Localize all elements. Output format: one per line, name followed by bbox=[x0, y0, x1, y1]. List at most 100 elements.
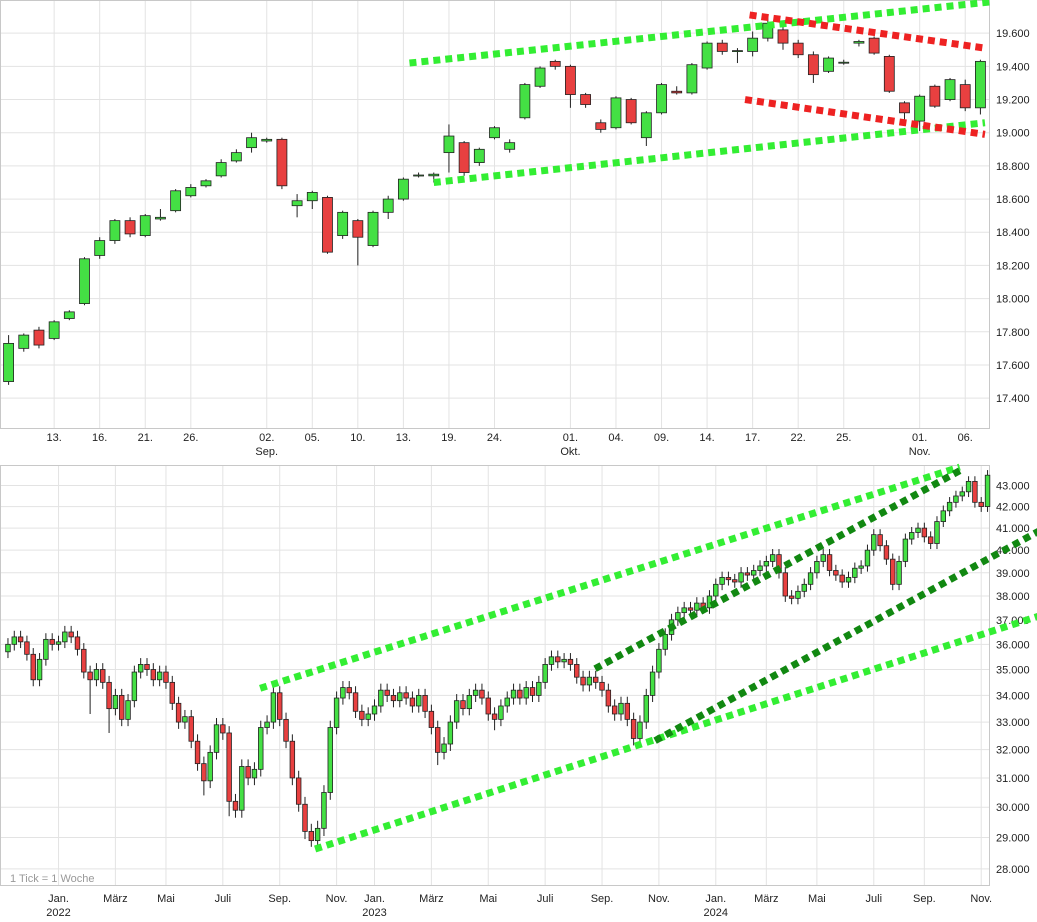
candle-body bbox=[498, 705, 504, 720]
candle-body bbox=[716, 42, 728, 52]
x-tick-label: 05. bbox=[305, 432, 320, 444]
candle-body bbox=[17, 636, 24, 643]
candle-body bbox=[738, 572, 744, 583]
x-tick-label: 22. bbox=[791, 432, 806, 444]
candle-body bbox=[93, 669, 100, 681]
y-tick-label: 35.000 bbox=[996, 664, 1030, 676]
y-tick-label: 32.000 bbox=[996, 745, 1030, 757]
candle-body bbox=[536, 681, 542, 696]
candle-body bbox=[823, 57, 834, 72]
candle-body bbox=[49, 638, 55, 645]
x-tick-label: Nov. bbox=[970, 893, 992, 905]
candle-body bbox=[890, 558, 896, 585]
candle-body bbox=[744, 572, 751, 576]
y-tick-label: 17.400 bbox=[996, 393, 1030, 405]
candle-body bbox=[580, 676, 586, 686]
candle-body bbox=[675, 612, 681, 621]
candle-body bbox=[230, 152, 242, 162]
candle-body bbox=[3, 342, 14, 382]
candle-body bbox=[580, 94, 592, 105]
candle-body bbox=[170, 190, 182, 212]
candle-body bbox=[610, 97, 622, 129]
candle-body bbox=[504, 697, 510, 707]
candle-body bbox=[112, 694, 119, 710]
candle-body bbox=[845, 576, 852, 583]
x-tick-label: Mai bbox=[157, 893, 175, 905]
candle-body bbox=[81, 648, 87, 673]
candle-body bbox=[201, 763, 207, 782]
candle-body bbox=[125, 700, 131, 720]
candle-body bbox=[489, 127, 500, 139]
candle-body bbox=[630, 718, 637, 739]
candle-body bbox=[624, 702, 631, 720]
candle-body bbox=[106, 681, 112, 710]
candle-body bbox=[441, 743, 447, 753]
candle-body bbox=[984, 474, 991, 507]
candle-body bbox=[792, 42, 804, 56]
candle-body bbox=[458, 142, 470, 173]
candle-body bbox=[555, 656, 561, 663]
candle-body bbox=[701, 42, 713, 69]
candle-body bbox=[605, 689, 612, 707]
x-tick-label: 16. bbox=[92, 432, 107, 444]
candle-body bbox=[899, 102, 910, 114]
candle-body bbox=[637, 721, 643, 739]
y-tick-label: 18.800 bbox=[996, 161, 1030, 173]
footnote: 1 Tick = 1 Woche bbox=[10, 873, 94, 885]
candle-body bbox=[258, 727, 264, 770]
candle-body bbox=[163, 671, 169, 683]
candle-body bbox=[574, 664, 580, 678]
candle-body bbox=[382, 198, 394, 213]
trend-line bbox=[593, 467, 962, 672]
candle-body bbox=[959, 491, 965, 497]
candle-body bbox=[239, 766, 245, 811]
x-tick-label: 19. bbox=[441, 432, 456, 444]
candle-body bbox=[131, 671, 138, 702]
candle-body bbox=[18, 334, 30, 349]
candle-body bbox=[409, 697, 416, 707]
x-tick-label: 17. bbox=[745, 432, 760, 444]
candle-body bbox=[485, 697, 491, 715]
candle-body bbox=[491, 713, 498, 720]
candle-body bbox=[55, 641, 62, 645]
candle-body bbox=[144, 664, 150, 670]
x-tick-label: Jan. 2023 bbox=[362, 893, 386, 919]
y-tick-label: 43.000 bbox=[996, 481, 1030, 493]
y-tick-label: 38.000 bbox=[996, 591, 1030, 603]
candle-body bbox=[156, 671, 163, 681]
candle-body bbox=[155, 216, 166, 220]
candle-body bbox=[182, 716, 188, 723]
candle-body bbox=[327, 727, 333, 793]
candle-body bbox=[777, 29, 789, 44]
candle-body bbox=[24, 641, 30, 655]
candle-body bbox=[246, 137, 257, 149]
candle-body bbox=[959, 84, 971, 109]
candle-body bbox=[732, 579, 738, 583]
y-tick-label: 18.200 bbox=[996, 260, 1030, 272]
x-tick-label: 26. bbox=[183, 432, 198, 444]
y-tick-label: 40.000 bbox=[996, 545, 1030, 557]
x-tick-label: 06. bbox=[958, 432, 973, 444]
candle-body bbox=[321, 792, 327, 829]
candle-body bbox=[686, 64, 698, 94]
x-tick-label: 09. bbox=[654, 432, 669, 444]
x-tick-label: 10. bbox=[350, 432, 365, 444]
candle-body bbox=[150, 669, 157, 681]
candle-body bbox=[390, 694, 397, 702]
candle-body bbox=[447, 721, 454, 745]
candle-body bbox=[656, 84, 667, 114]
candle-body bbox=[295, 777, 302, 805]
candle-body bbox=[868, 37, 880, 54]
candle-body bbox=[94, 240, 106, 256]
candle-body bbox=[139, 215, 151, 236]
candle-body bbox=[788, 595, 795, 599]
candle-body bbox=[662, 634, 668, 650]
x-tick-label: 14. bbox=[699, 432, 714, 444]
candle-body bbox=[473, 148, 485, 163]
candle-body bbox=[915, 527, 921, 533]
candle-body bbox=[975, 60, 986, 109]
candle-body bbox=[719, 576, 725, 585]
x-tick-label: Juli bbox=[215, 893, 232, 905]
x-tick-label: Sep. bbox=[591, 893, 614, 905]
candle-body bbox=[618, 702, 624, 715]
